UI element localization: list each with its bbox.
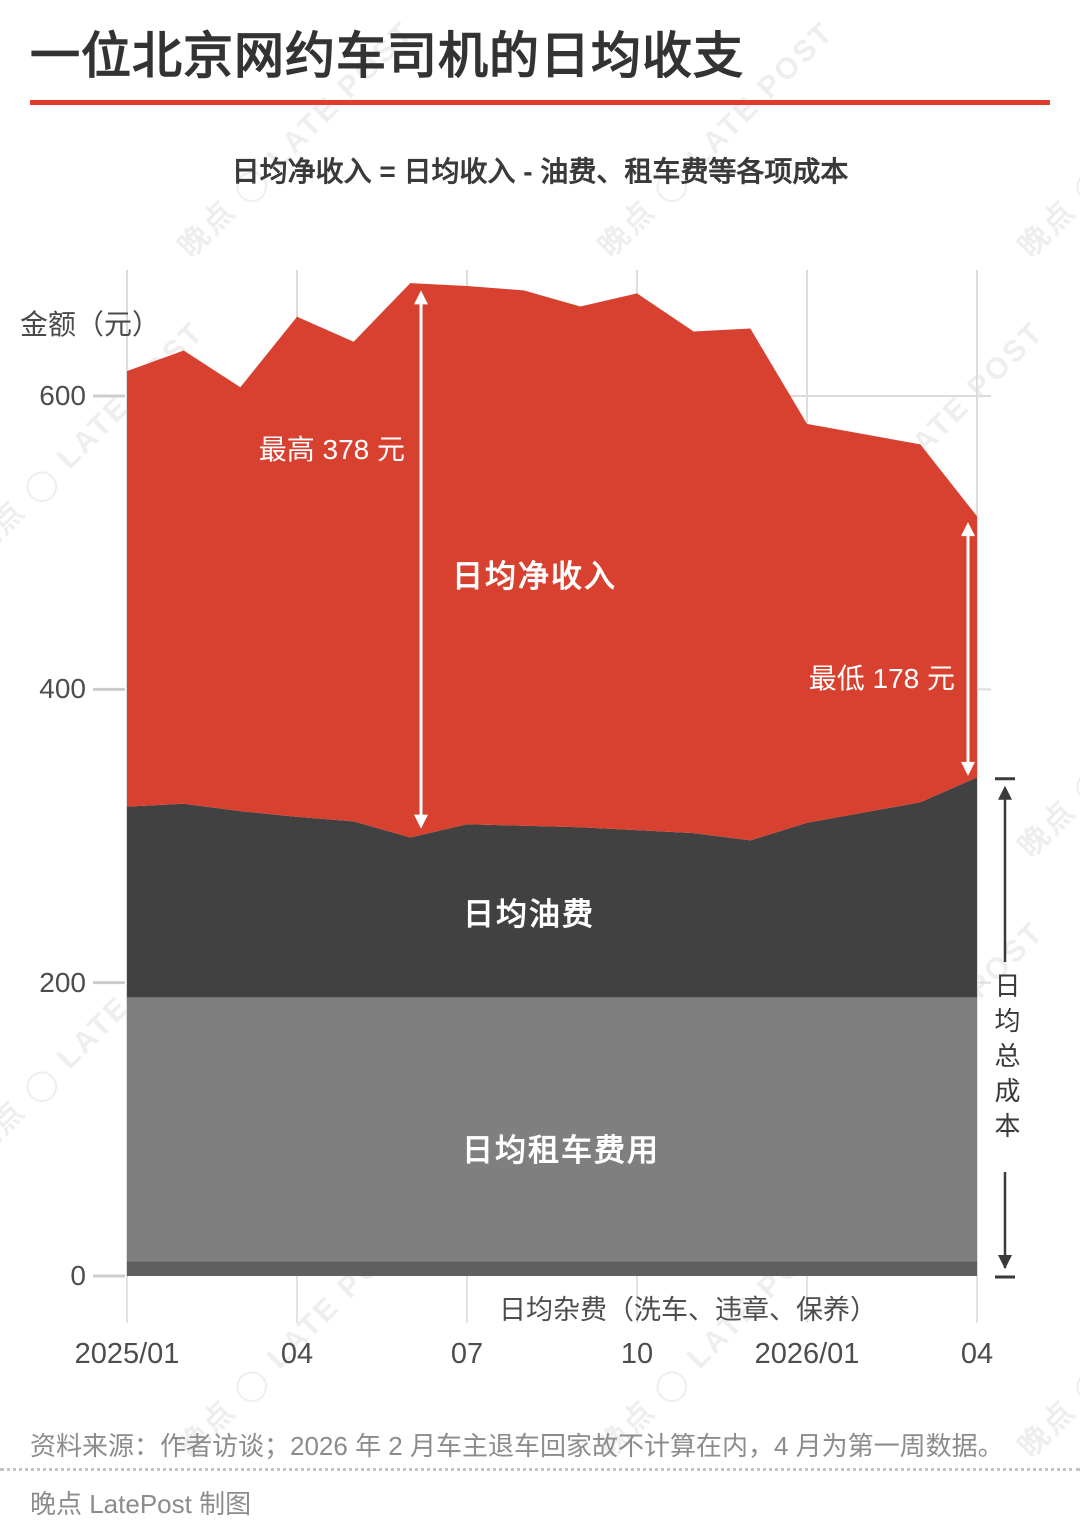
footer-credit: 晚点 LatePost 制图 xyxy=(30,1489,252,1519)
total-cost-bracket-label: 日均总成本 xyxy=(991,972,1021,1147)
x-tick-label: 10 xyxy=(620,1338,654,1370)
y-tick-label: 200 xyxy=(39,966,86,998)
y-tick-label: 600 xyxy=(39,380,86,411)
x-tick-label: 04 xyxy=(960,1338,994,1370)
y-axis-label: 金额（元） xyxy=(20,309,161,340)
footer-source-note: 资料来源：作者访谈；2026 年 2 月车主退车回家故不计算在内，4 月为第一周… xyxy=(30,1431,1004,1461)
min-annotation-label: 最低 178 元 xyxy=(808,663,955,694)
fuel-area-label: 日均油费 xyxy=(463,897,595,932)
rental-area-label: 日均租车费用 xyxy=(462,1133,660,1168)
title-rule xyxy=(30,100,1050,105)
footer-divider xyxy=(0,1468,1080,1471)
net-income-area-label: 日均净收入 xyxy=(452,559,617,594)
misc-fees-label: 日均杂费（洗车、违章、保养） xyxy=(499,1295,877,1325)
x-tick-label: 07 xyxy=(450,1338,484,1370)
y-tick-label: 0 xyxy=(70,1260,86,1291)
x-tick-label: 2026/01 xyxy=(754,1338,860,1370)
y-tick-label: 400 xyxy=(39,673,86,705)
page-title: 一位北京网约车司机的日均收支 xyxy=(30,28,744,84)
x-tick-label: 04 xyxy=(280,1338,314,1370)
chart-subtitle: 日均净收入 = 日均收入 - 油费、租车费等各项成本 xyxy=(231,156,849,187)
max-annotation-label: 最高 378 元 xyxy=(258,434,405,465)
x-tick-label: 2025/01 xyxy=(74,1338,180,1370)
